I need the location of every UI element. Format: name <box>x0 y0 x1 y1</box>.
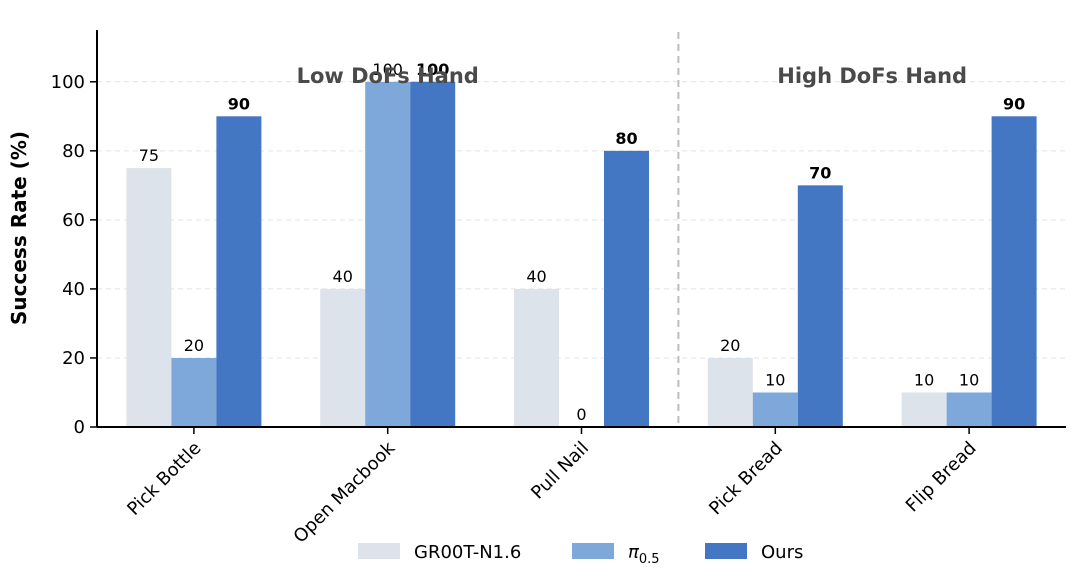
x-tick-label: Pick Bread <box>705 438 787 520</box>
data-label: 20 <box>184 336 204 355</box>
data-label: 20 <box>720 336 740 355</box>
data-labels: 75 20 90 40 100 100 40 0 80 20 10 70 10 10 90 <box>139 60 1026 424</box>
bar-gr00t-n1-6-pull-nail <box>514 288 559 427</box>
bar-ours-flip-bread <box>991 116 1037 427</box>
data-label: 75 <box>139 146 159 165</box>
legend-label: π0.5 <box>628 542 660 567</box>
y-tick-label: 60 <box>62 210 85 231</box>
legend-swatch-ours <box>705 543 747 559</box>
x-tick-label: Open Macbook <box>290 437 400 547</box>
bar-0-5-open-macbook <box>365 81 411 428</box>
legend: GR00T-N1.6 π0.5 Ours <box>358 542 803 567</box>
data-label: 10 <box>914 370 934 389</box>
data-label: 90 <box>228 94 250 113</box>
group-titles: Low DoFs Hand High DoFs Hand <box>297 32 967 427</box>
y-tick-label: 20 <box>62 348 85 369</box>
data-label: 0 <box>576 405 586 424</box>
x-tick-label: Flip Bread <box>902 438 981 517</box>
data-label: 70 <box>809 163 831 182</box>
legend-label: Ours <box>761 542 803 563</box>
bar-gr00t-n1-6-pick-bottle <box>126 168 172 427</box>
y-tick-label: 100 <box>51 72 85 93</box>
bar-ours-open-macbook <box>410 81 456 428</box>
bar-0-5-pick-bottle <box>171 357 217 427</box>
bar-gr00t-n1-6-pick-bread <box>707 357 753 427</box>
group-title: High DoFs Hand <box>777 64 967 88</box>
bar-0-5-flip-bread <box>946 392 992 427</box>
legend-swatch-gr00t-n1-6 <box>358 543 400 559</box>
y-tick-label: 80 <box>62 141 85 162</box>
bar-gr00t-n1-6-flip-bread <box>901 392 947 427</box>
bar-ours-pick-bottle <box>216 116 262 427</box>
bar-ours-pick-bread <box>797 185 843 427</box>
data-label: 10 <box>765 370 785 389</box>
data-label: 40 <box>526 267 546 286</box>
x-tick-label: Pick Bottle <box>123 438 205 520</box>
data-label: 100 <box>372 60 403 79</box>
x-tick-label: Pull Nail <box>527 438 593 504</box>
data-label: 100 <box>416 60 449 79</box>
legend-label: GR00T-N1.6 <box>414 542 521 563</box>
data-label: 10 <box>959 370 979 389</box>
group-title: Low DoFs Hand <box>297 64 479 88</box>
data-label: 40 <box>333 267 353 286</box>
legend-swatch-0-5 <box>572 543 614 559</box>
y-axis-label: Success Rate (%) <box>7 131 31 325</box>
data-label: 90 <box>1003 94 1025 113</box>
data-label: 80 <box>615 129 637 148</box>
y-tick-label: 0 <box>74 417 85 438</box>
y-tick-label: 40 <box>62 279 85 300</box>
bar-ours-pull-nail <box>604 150 649 427</box>
bars <box>126 81 1037 428</box>
bar-gr00t-n1-6-open-macbook <box>320 288 366 427</box>
bar-0-5-pick-bread <box>752 392 798 427</box>
